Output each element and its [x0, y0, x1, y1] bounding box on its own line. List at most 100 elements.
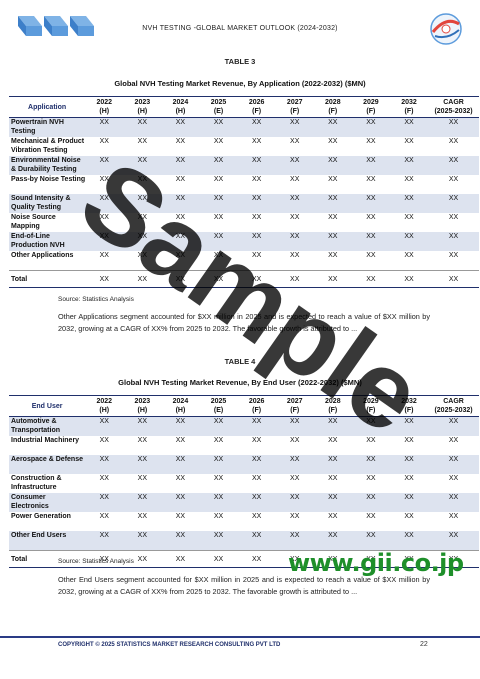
column-header: 2032 (F): [389, 96, 429, 118]
value-cell: XX: [428, 156, 479, 175]
value-cell: XX: [85, 194, 124, 213]
value-cell: XX: [237, 416, 276, 436]
value-cell: XX: [175, 176, 186, 183]
value-cell: XX: [328, 513, 338, 520]
value-cell: XX: [123, 232, 162, 251]
total-label: Total: [9, 550, 86, 568]
column-header: 2022 (H): [85, 395, 124, 417]
value-cell: XX: [137, 176, 148, 183]
table-row: Other Applications XX XX XX XX XX XX XX XX XX XX: [9, 251, 479, 271]
value-cell: XX: [175, 513, 186, 520]
value-cell: XX: [175, 437, 186, 444]
gii-watermark-link[interactable]: www.gii.co.jp: [288, 549, 464, 577]
value-cell: XX: [175, 475, 186, 482]
total-label: Total: [9, 270, 86, 288]
table-row: Powertrain NVH Testing XX XX XX XX XX XX XX XX XX…: [9, 117, 479, 137]
total-value-cell: XX: [199, 270, 238, 288]
column-header: 2025 (E): [199, 96, 238, 118]
value-cell: XX: [123, 493, 162, 512]
table-header-row: Application 2022 (H) 2023 (H) 2024 (H) 2025…: [9, 96, 479, 118]
value-cell: XX: [404, 176, 414, 183]
value-cell: XX: [428, 232, 479, 251]
value-cell: XX: [251, 214, 262, 221]
value-cell: XX: [213, 252, 224, 259]
value-cell: XX: [275, 455, 314, 474]
value-cell: XX: [237, 194, 276, 213]
value-cell: XX: [251, 437, 262, 444]
value-cell: XX: [85, 493, 124, 512]
column-header: 2029 (F): [351, 395, 390, 417]
total-value-cell: XX: [313, 270, 352, 288]
value-cell: XX: [290, 513, 300, 520]
value-cell: XX: [448, 475, 459, 482]
value-cell: XX: [389, 117, 429, 137]
value-cell: XX: [137, 252, 148, 259]
row-label: Aerospace & Defense: [9, 455, 86, 474]
value-cell: XX: [351, 455, 390, 474]
total-value-cell: XX: [237, 270, 276, 288]
value-cell: XX: [175, 138, 186, 145]
row-label: Mechanical & Product Vibration Testing: [11, 138, 85, 154]
row-label: Industrial Machinery: [11, 437, 80, 444]
value-cell: XX: [161, 117, 200, 137]
value-cell: XX: [448, 176, 459, 183]
value-cell: XX: [175, 214, 186, 221]
value-cell: XX: [404, 252, 414, 259]
value-cell: XX: [213, 437, 224, 444]
value-cell: XX: [389, 156, 429, 175]
value-cell: XX: [251, 513, 262, 520]
value-cell: XX: [85, 117, 124, 137]
value-cell: XX: [389, 455, 429, 474]
total-value-cell: XX: [351, 550, 390, 568]
value-cell: XX: [199, 531, 238, 551]
row-label: Powertrain NVH Testing: [9, 117, 86, 137]
total-value-cell: XX: [123, 550, 162, 568]
column-header: 2029 (F): [351, 96, 390, 118]
value-cell: XX: [213, 138, 224, 145]
value-cell: XX: [275, 156, 314, 175]
total-value-cell: XX: [85, 550, 124, 568]
value-cell: XX: [404, 214, 414, 221]
end-user-revenue-table: End User 2022 (H) 2023 (H) 2024 (H) 2025 (E)…: [9, 395, 479, 568]
column-header-end-user: End User: [9, 395, 86, 417]
value-cell: XX: [328, 176, 338, 183]
column-header: 2027 (F): [275, 395, 314, 417]
value-cell: XX: [199, 194, 238, 213]
table-3-title: Global NVH Testing Market Revenue, By Ap…: [114, 79, 366, 88]
value-cell: XX: [275, 416, 314, 436]
value-cell: XX: [448, 252, 459, 259]
value-cell: XX: [199, 156, 238, 175]
table-row: Pass-by Noise Testing XX XX XX XX XX XX XX XX XX X…: [9, 175, 479, 194]
value-cell: XX: [389, 493, 429, 512]
value-cell: XX: [428, 416, 479, 436]
value-cell: XX: [199, 232, 238, 251]
row-label: Environmental Noise & Durability Testing: [9, 156, 86, 175]
value-cell: XX: [448, 513, 459, 520]
row-label: Automotive & Transportation: [9, 416, 86, 436]
value-cell: XX: [123, 531, 162, 551]
table-row: Automotive & Transportation XX XX XX XX XX XX X…: [9, 416, 479, 436]
value-cell: XX: [237, 493, 276, 512]
value-cell: XX: [99, 437, 109, 444]
value-cell: XX: [199, 455, 238, 474]
value-cell: XX: [161, 156, 200, 175]
column-header: 2024 (H): [161, 96, 200, 118]
value-cell: XX: [137, 138, 148, 145]
table-row: Sound Intensity & Quality Testing XX XX XX X…: [9, 194, 479, 213]
value-cell: XX: [328, 138, 338, 145]
value-cell: XX: [161, 455, 200, 474]
value-cell: XX: [351, 156, 390, 175]
column-header: 2032 (F): [389, 395, 429, 417]
table-row: Industrial Machinery XX XX XX XX XX XX XX XX XX XX: [9, 436, 479, 455]
value-cell: XX: [123, 117, 162, 137]
value-cell: XX: [99, 214, 109, 221]
value-cell: XX: [99, 475, 109, 482]
brand-globe-icon: [427, 10, 465, 48]
column-header: 2027 (F): [275, 96, 314, 118]
column-header-cagr: CAGR (2025-2032): [428, 395, 479, 417]
value-cell: XX: [389, 416, 429, 436]
value-cell: XX: [313, 493, 352, 512]
value-cell: XX: [290, 138, 300, 145]
table-3-label: TABLE 3: [224, 57, 256, 66]
value-cell: XX: [123, 416, 162, 436]
